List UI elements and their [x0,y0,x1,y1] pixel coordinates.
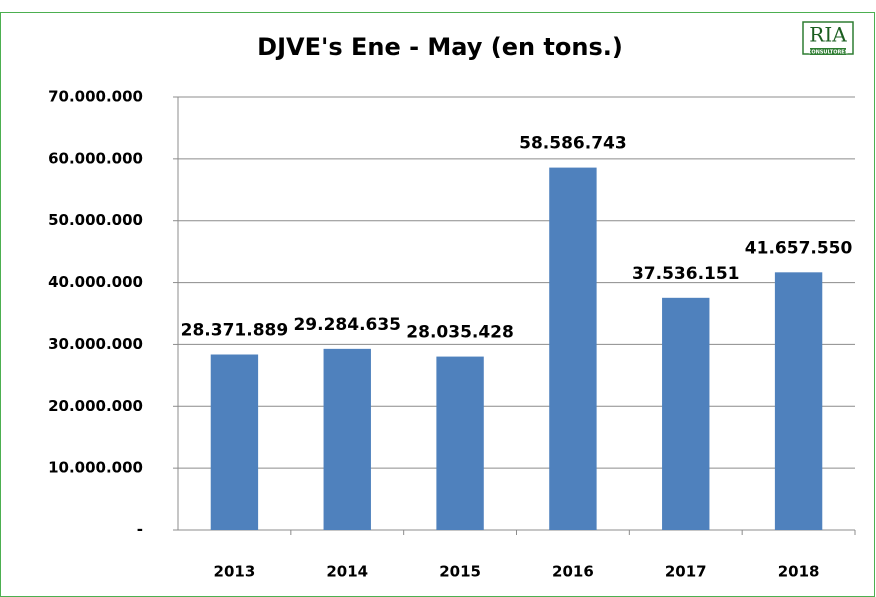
x-tick-label: 2013 [214,563,256,581]
bar [210,354,259,530]
value-label: 28.035.428 [406,323,514,343]
y-tick-label: 50.000.000 [48,211,143,229]
y-tick-label: 30.000.000 [48,335,143,353]
bar [549,167,597,530]
y-tick-label: 20.000.000 [48,397,143,415]
value-label: 41.657.550 [745,238,853,258]
y-tick-label: - [137,521,143,539]
x-tick-label: 2017 [665,563,707,581]
bar [774,272,823,530]
logo-name: RIA [809,23,847,47]
x-tick-label: 2014 [326,563,368,581]
value-label: 58.586.743 [519,134,627,154]
value-label: 29.284.635 [293,315,401,335]
y-tick-label: 60.000.000 [48,149,143,167]
bar [436,356,484,530]
logo-band [810,48,846,55]
y-tick-label: 70.000.000 [48,88,143,106]
logo-tagline: CONSULTORES [808,50,849,56]
value-label: 37.536.151 [632,264,740,284]
y-tick-label: 10.000.000 [48,459,143,477]
x-tick-label: 2016 [552,563,594,581]
x-tick-label: 2015 [439,563,481,581]
bar [323,348,371,530]
x-tick-label: 2018 [778,563,820,581]
bar [662,297,710,530]
value-label: 28.371.889 [181,320,289,340]
chart-title: DJVE's Ene - May (en tons.) [257,33,623,61]
y-tick-label: 40.000.000 [48,273,143,291]
